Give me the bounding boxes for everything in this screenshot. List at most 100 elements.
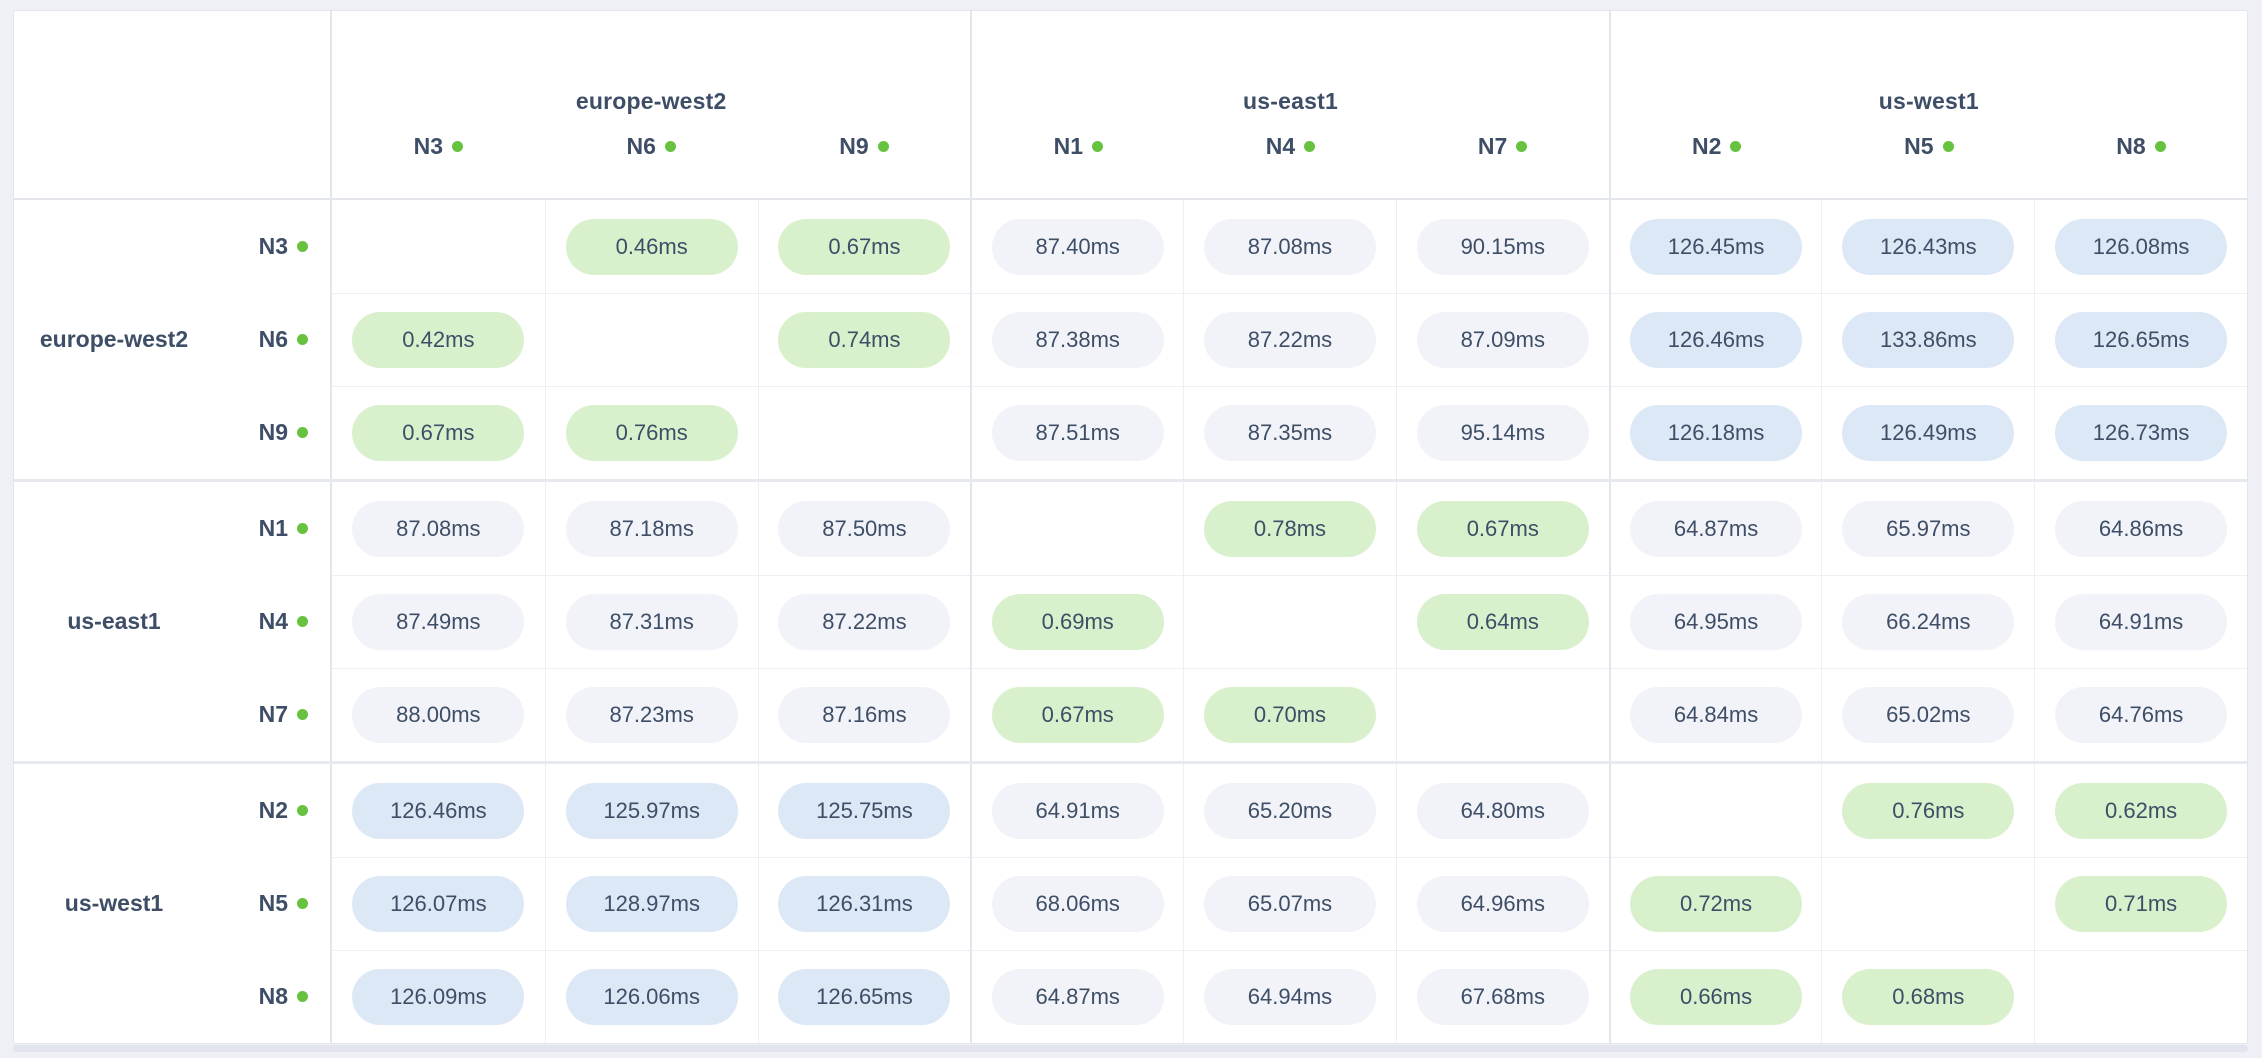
latency-pill[interactable]: 88.00ms	[352, 687, 525, 743]
latency-pill[interactable]: 87.22ms	[1203, 312, 1376, 368]
latency-pill[interactable]: 0.74ms	[778, 312, 951, 368]
latency-pill[interactable]: 64.91ms	[2055, 594, 2228, 650]
latency-pill[interactable]: 95.14ms	[1416, 405, 1589, 461]
latency-pill[interactable]: 87.38ms	[991, 312, 1164, 368]
latency-pill[interactable]: 126.65ms	[778, 969, 951, 1025]
row-node-label[interactable]: N2	[214, 764, 332, 857]
status-dot-icon	[1516, 140, 1528, 152]
row-node-label[interactable]: N7	[214, 668, 332, 761]
row-node-label[interactable]: N1	[214, 482, 332, 575]
latency-cell: 0.67ms	[970, 668, 1184, 761]
latency-cell: 126.07ms	[332, 857, 545, 950]
latency-pill[interactable]: 65.07ms	[1203, 876, 1376, 932]
latency-pill[interactable]: 126.07ms	[352, 876, 525, 932]
latency-pill[interactable]: 0.76ms	[1842, 782, 2015, 839]
row-node-label[interactable]: N5	[214, 857, 332, 950]
latency-pill[interactable]: 87.50ms	[778, 500, 951, 557]
latency-pill[interactable]: 0.64ms	[1416, 594, 1589, 650]
row-node-label[interactable]: N4	[214, 575, 332, 668]
status-dot-icon	[2154, 140, 2166, 152]
latency-pill[interactable]: 87.49ms	[352, 594, 525, 650]
latency-pill[interactable]: 65.20ms	[1203, 782, 1376, 839]
latency-pill[interactable]: 126.08ms	[2055, 218, 2228, 275]
latency-pill[interactable]: 126.46ms	[352, 782, 525, 839]
latency-pill[interactable]: 126.73ms	[2055, 405, 2228, 461]
latency-pill[interactable]: 133.86ms	[1842, 312, 2015, 368]
latency-cell-empty	[757, 386, 971, 479]
latency-pill[interactable]: 87.35ms	[1203, 405, 1376, 461]
column-node-label[interactable]: N7	[1397, 115, 1609, 177]
row-node-label[interactable]: N3	[214, 200, 332, 293]
column-node-label[interactable]: N9	[758, 115, 971, 177]
latency-pill[interactable]: 64.95ms	[1630, 594, 1803, 650]
latency-pill[interactable]: 64.94ms	[1203, 969, 1376, 1025]
latency-pill[interactable]: 0.46ms	[565, 218, 738, 275]
latency-pill[interactable]: 0.70ms	[1203, 687, 1376, 743]
latency-pill[interactable]: 65.02ms	[1842, 687, 2015, 743]
latency-pill[interactable]: 126.43ms	[1842, 218, 2015, 275]
latency-pill[interactable]: 0.62ms	[2055, 782, 2228, 839]
latency-pill[interactable]: 65.97ms	[1842, 500, 2015, 557]
latency-pill[interactable]: 0.67ms	[352, 405, 525, 461]
column-node-label[interactable]: N5	[1823, 115, 2035, 177]
latency-pill[interactable]: 0.76ms	[565, 405, 738, 461]
column-node-name: N8	[2116, 132, 2146, 159]
latency-pill[interactable]: 67.68ms	[1416, 969, 1589, 1025]
column-node-label[interactable]: N8	[2035, 115, 2247, 177]
latency-pill[interactable]: 87.09ms	[1416, 312, 1589, 368]
latency-pill[interactable]: 0.42ms	[352, 312, 525, 368]
latency-pill[interactable]: 68.06ms	[991, 876, 1164, 932]
latency-pill[interactable]: 87.08ms	[352, 500, 525, 557]
latency-pill[interactable]: 0.72ms	[1630, 876, 1803, 932]
latency-pill[interactable]: 64.87ms	[991, 969, 1164, 1025]
row-node-label[interactable]: N9	[214, 386, 332, 479]
latency-pill[interactable]: 64.76ms	[2055, 687, 2228, 743]
latency-pill[interactable]: 126.45ms	[1630, 218, 1803, 275]
row-node-label[interactable]: N6	[214, 293, 332, 386]
latency-pill[interactable]: 66.24ms	[1842, 594, 2015, 650]
latency-pill[interactable]: 0.69ms	[991, 594, 1164, 650]
latency-pill[interactable]: 0.68ms	[1842, 969, 2015, 1025]
row-node-label[interactable]: N8	[214, 950, 332, 1043]
column-node-label[interactable]: N6	[545, 115, 758, 177]
latency-cell: 65.20ms	[1183, 764, 1396, 857]
latency-pill[interactable]: 87.22ms	[778, 594, 951, 650]
column-node-label[interactable]: N4	[1184, 115, 1396, 177]
latency-pill[interactable]: 126.18ms	[1630, 405, 1803, 461]
column-node-label[interactable]: N1	[972, 115, 1184, 177]
row-node-name: N7	[258, 701, 288, 727]
latency-pill[interactable]: 0.67ms	[991, 687, 1164, 743]
latency-pill[interactable]: 126.06ms	[565, 969, 738, 1025]
latency-pill[interactable]: 64.84ms	[1630, 687, 1803, 743]
latency-pill[interactable]: 87.40ms	[991, 218, 1164, 275]
latency-pill[interactable]: 0.67ms	[1416, 500, 1589, 557]
latency-pill[interactable]: 128.97ms	[565, 876, 738, 932]
latency-pill[interactable]: 126.46ms	[1630, 312, 1803, 368]
latency-cell: 0.74ms	[757, 293, 971, 386]
latency-pill[interactable]: 87.08ms	[1203, 218, 1376, 275]
latency-pill[interactable]: 87.16ms	[778, 687, 951, 743]
latency-pill[interactable]: 64.91ms	[991, 782, 1164, 839]
latency-pill[interactable]: 125.75ms	[778, 782, 951, 839]
column-node-label[interactable]: N3	[332, 115, 545, 177]
latency-pill[interactable]: 87.31ms	[565, 594, 738, 650]
latency-pill[interactable]: 126.31ms	[778, 876, 951, 932]
latency-pill[interactable]: 126.65ms	[2055, 312, 2228, 368]
latency-pill[interactable]: 126.09ms	[352, 969, 525, 1025]
latency-pill[interactable]: 90.15ms	[1416, 218, 1589, 275]
latency-pill[interactable]: 0.66ms	[1630, 969, 1803, 1025]
latency-pill[interactable]: 87.18ms	[565, 500, 738, 557]
latency-pill[interactable]: 0.67ms	[778, 218, 951, 275]
latency-pill[interactable]: 64.86ms	[2055, 500, 2228, 557]
latency-pill[interactable]: 87.51ms	[991, 405, 1164, 461]
latency-pill[interactable]: 125.97ms	[565, 782, 738, 839]
latency-pill[interactable]: 64.87ms	[1630, 500, 1803, 557]
latency-pill[interactable]: 126.49ms	[1842, 405, 2015, 461]
column-node-label[interactable]: N2	[1611, 115, 1823, 177]
latency-pill[interactable]: 64.96ms	[1416, 876, 1589, 932]
latency-pill[interactable]: 87.23ms	[565, 687, 738, 743]
latency-pill[interactable]: 0.71ms	[2055, 876, 2228, 932]
latency-pill[interactable]: 64.80ms	[1416, 782, 1589, 839]
latency-cell: 126.45ms	[1608, 200, 1822, 293]
latency-pill[interactable]: 0.78ms	[1203, 500, 1376, 557]
